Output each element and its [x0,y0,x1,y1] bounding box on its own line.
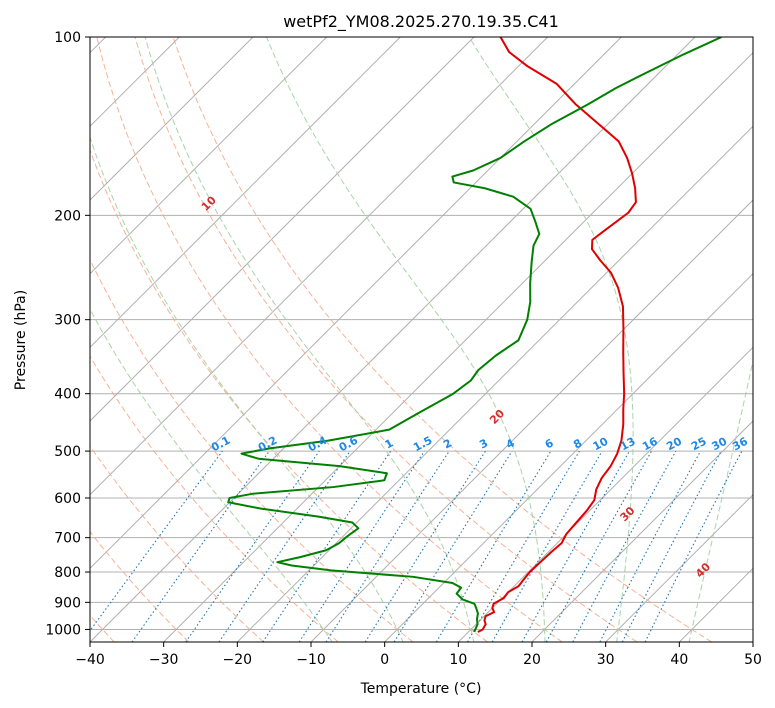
background-lines [90,37,753,642]
x-tick-label: 50 [744,652,762,668]
y-tick-label: 400 [54,387,81,403]
moist-adiabat-line [266,37,546,642]
mixing-ratio-label: 25 [689,435,709,454]
temperature-line [477,37,637,633]
mixing-ratio-line [185,450,320,642]
dry-adiabat-line [90,531,190,642]
mixing-ratio-line [572,450,677,642]
x-tick-label: −10 [296,652,326,668]
dewpoint-line [227,37,722,633]
y-tick-label: 300 [54,313,81,329]
mixing-ratio-label: 30 [710,435,730,454]
y-tick-label: 700 [54,531,81,547]
moist-adiabat-line [90,135,404,642]
y-tick-label: 200 [54,208,81,224]
isotherm-line [531,420,753,642]
y-tick-label: 800 [54,565,81,581]
isotherm-line [90,37,622,570]
mixing-ratio-line [644,450,743,642]
mixing-ratio-label: 16 [640,435,660,454]
mixing-ratio-line [298,450,425,642]
isotherm-line [236,125,753,642]
x-tick-label: −40 [75,652,105,668]
dry-adiabat-line [96,37,563,642]
mixing-ratio-label: 13 [618,435,638,454]
x-tick-label: −20 [223,652,253,668]
isotherm-line [90,37,696,642]
isotherm-line [310,199,753,642]
mixing-ratio-line [393,450,513,642]
x-tick-label: 20 [523,652,541,668]
x-tick-label: 10 [449,652,467,668]
plot-frame [89,36,754,643]
y-axis-title: Pressure (hPa) [13,290,29,390]
x-tick-label: 30 [597,652,615,668]
dry-adiabat-line [172,37,712,642]
mixing-ratio-line [218,450,351,642]
moist-adiabat-line [468,37,634,642]
y-tick-label: 1000 [45,622,81,638]
mixing-ratio-line [262,450,392,642]
isotherm-line [90,37,328,275]
y-tick-label: 900 [54,595,81,611]
isotherm-line [457,346,753,642]
mixing-ratio-line [521,450,630,642]
mixing-ratio-label: 36 [730,435,750,454]
x-tick-label: 40 [670,652,688,668]
moist-adiabat-line [144,37,475,642]
isotherm-line [90,37,549,496]
y-tick-label: 500 [54,444,81,460]
isotherm-line [90,37,475,422]
dry-adiabat-line [90,355,339,642]
x-axis-title: Temperature (°C) [360,681,482,697]
isotherm-line [90,37,254,201]
dry-adiabat-line [134,37,638,642]
axis-ticks: −40 −30 −20 −10 0 10 20 30 40 50 100 200 300 400 500 60… [45,30,762,668]
dry-adiabat-line [90,445,264,642]
y-tick-label: 600 [54,491,81,507]
mixing-ratio-line [325,450,450,642]
mixing-ratio-label: 20 [664,434,684,453]
mixing-ratio-line [131,450,270,642]
x-tick-label: 0 [380,652,389,668]
isotherm-line [90,37,401,349]
chart-title: wetPf2_YM08.2025.270.19.35.C41 [283,12,559,32]
dry-adiabat-line [90,148,488,642]
x-tick-label: −30 [149,652,179,668]
isotherm-line [605,493,753,642]
isotherm-line [384,272,753,642]
isotherm-line [163,51,753,642]
mixing-ratio-line [90,450,223,632]
mixing-ratio-label: 10 [591,434,611,453]
mixing-ratio-line [545,450,653,642]
y-tick-label: 100 [54,30,81,46]
dry-adiabat-line [90,258,414,642]
data-lines [227,37,722,633]
